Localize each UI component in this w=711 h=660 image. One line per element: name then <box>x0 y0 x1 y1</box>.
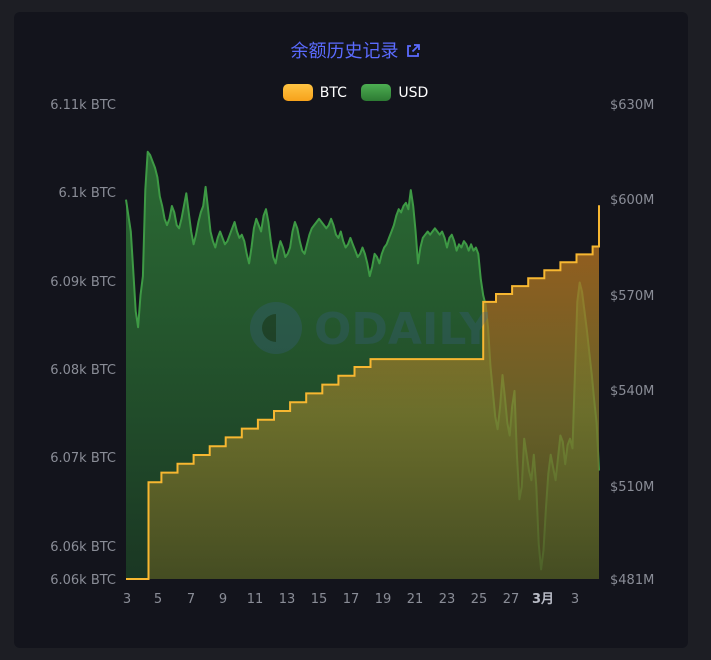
x-tick-label: 7 <box>187 592 195 607</box>
odaily-logo: ODAILY <box>248 298 493 362</box>
y-left-tick-label: 6.06k BTC <box>50 540 116 555</box>
y-right-tick-label: $510M <box>610 480 654 495</box>
x-tick-label: 15 <box>311 592 328 607</box>
x-tick-label: 9 <box>219 592 227 607</box>
btc-series-line <box>126 205 600 580</box>
y-right-tick-label: $600M <box>610 193 654 208</box>
x-tick-label: 25 <box>471 592 488 607</box>
x-tick-label: 5 <box>154 592 162 607</box>
y-right-tick-label: $570M <box>610 289 654 304</box>
y-left-tick-label: 6.1k BTC <box>58 186 116 201</box>
x-tick-label: 19 <box>375 592 392 607</box>
x-tick-label: 3 <box>123 592 131 607</box>
x-tick-label: 3月 <box>532 592 554 607</box>
y-right-tick-label: $630M <box>610 98 654 113</box>
legend-swatch-usd <box>361 84 392 101</box>
x-tick-label: 13 <box>279 592 296 607</box>
x-tick-label: 21 <box>407 592 424 607</box>
chart-legend: BTC USD <box>0 84 711 105</box>
btc-series-area <box>126 205 599 579</box>
y-left-tick-label: 6.09k BTC <box>50 275 116 290</box>
legend-item-btc[interactable]: BTC <box>282 84 347 101</box>
y-left-tick-label: 6.11k BTC <box>50 98 116 113</box>
y-left-tick-label: 6.07k BTC <box>50 451 116 466</box>
y-right-tick-label: $481M <box>610 573 654 588</box>
legend-label-btc: BTC <box>319 84 347 101</box>
y-left-tick-label: 6.08k BTC <box>50 363 116 378</box>
x-tick-label: 17 <box>343 592 360 607</box>
y-right-tick-label: $540M <box>610 384 654 399</box>
x-tick-label: 23 <box>439 592 456 607</box>
legend-label-usd: USD <box>398 84 429 101</box>
chart-title: 余额历史记录 <box>290 41 399 62</box>
y-left-tick-label: 6.06k BTC <box>50 573 116 588</box>
chart-title-link[interactable]: 余额历史记录 <box>0 40 711 66</box>
legend-item-usd[interactable]: USD <box>361 84 428 101</box>
external-link-icon[interactable] <box>405 42 421 66</box>
x-tick-label: 11 <box>247 592 264 607</box>
legend-swatch-btc <box>282 84 313 101</box>
x-tick-label: 3 <box>571 592 579 607</box>
watermark-text: ODAILY <box>314 304 488 355</box>
x-tick-label: 27 <box>503 592 520 607</box>
